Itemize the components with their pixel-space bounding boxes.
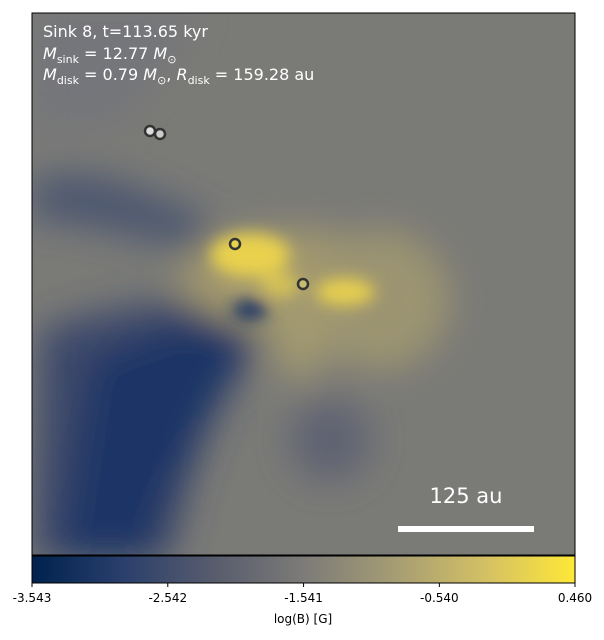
sink-markers bbox=[143, 124, 310, 291]
colorbar-label: log(B) [G] bbox=[274, 612, 332, 626]
scale-bar-label: 125 au bbox=[430, 484, 503, 508]
annotation-text: = 12.77 bbox=[79, 44, 153, 63]
annotation-text: M bbox=[43, 65, 57, 84]
colorbar-tick-label: 0.460 bbox=[558, 591, 592, 605]
annotation-text: M bbox=[43, 44, 57, 63]
annotation-text: ⊙ bbox=[157, 74, 166, 87]
annotation-text: Sink 8, t=113.65 kyr bbox=[43, 22, 208, 41]
annotation: Mdisk = 0.79 M⊙, Rdisk = 159.28 au bbox=[43, 65, 314, 87]
annotation-text: ⊙ bbox=[167, 53, 176, 66]
scale-bar bbox=[398, 526, 534, 532]
annotation-text: , bbox=[166, 65, 176, 84]
axes-frame bbox=[31, 12, 576, 556]
annotation: Sink 8, t=113.65 kyr bbox=[43, 22, 208, 41]
colorbar-tick-label: -1.541 bbox=[284, 591, 323, 605]
colorbar-tick-label: -2.542 bbox=[148, 591, 187, 605]
annotation-text: = 0.79 bbox=[79, 65, 143, 84]
annotation-text: = 159.28 au bbox=[210, 65, 315, 84]
annotation-text: sink bbox=[57, 53, 80, 66]
annotation-text: disk bbox=[57, 74, 80, 87]
annotation-text: disk bbox=[188, 74, 211, 87]
annotation: Msink = 12.77 M⊙ bbox=[43, 44, 176, 66]
colorbar-tick-label: -3.543 bbox=[13, 591, 52, 605]
colorbar-tick-label: -0.540 bbox=[420, 591, 459, 605]
annotation-text: R bbox=[176, 65, 187, 84]
colorbar bbox=[31, 555, 576, 584]
annotation-text: M bbox=[153, 44, 167, 63]
annotation-text: M bbox=[143, 65, 157, 84]
field-image bbox=[32, 13, 575, 555]
